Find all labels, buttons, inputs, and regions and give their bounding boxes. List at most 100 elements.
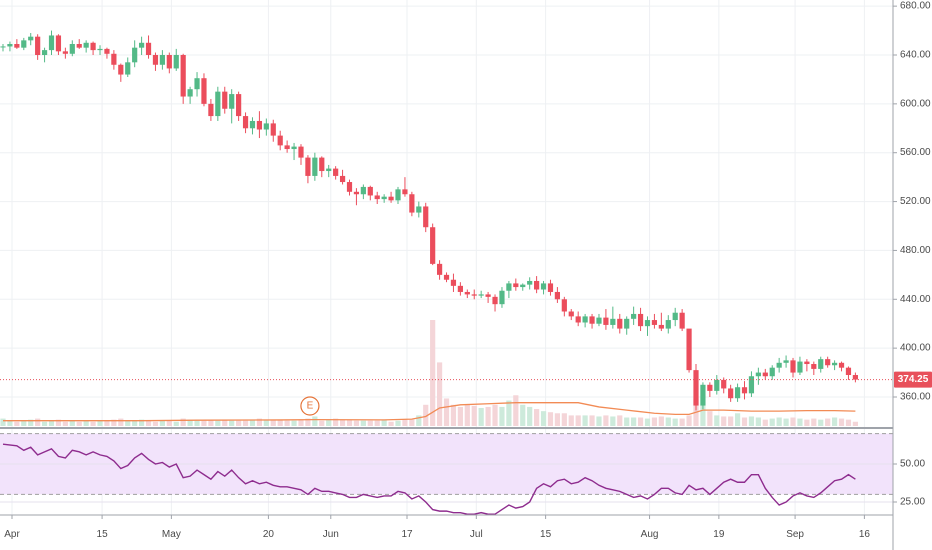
candle-body <box>693 370 699 406</box>
volume-bar <box>506 400 512 426</box>
earnings-marker[interactable]: E <box>300 396 320 416</box>
time-tick-label: 20 <box>263 529 275 540</box>
volume-bar <box>478 407 484 426</box>
price-tick-label: 400.00 <box>900 343 931 354</box>
rsi-axis[interactable]: 50.00 25.00 <box>893 459 925 508</box>
volume-bar <box>62 421 68 426</box>
volume-bar <box>547 412 554 426</box>
volume-bar <box>236 420 242 426</box>
time-axis[interactable]: Apr 15 May 20 Jun 17 Jul 15 Aug 19 Sep 16 <box>4 515 870 540</box>
candle-body <box>55 35 62 52</box>
volume-bar <box>187 419 193 426</box>
volume-bar <box>222 419 228 426</box>
candle-body <box>658 324 664 329</box>
volume-bar <box>762 419 768 426</box>
candle-body <box>229 94 235 109</box>
candle-body <box>832 362 838 366</box>
volume-bar <box>561 413 567 426</box>
candle-body <box>374 195 380 200</box>
volume-bar <box>208 419 214 426</box>
candle-body <box>450 279 457 286</box>
volume-bar <box>776 417 782 426</box>
candle-body <box>637 313 644 327</box>
candle-body <box>672 312 678 321</box>
candle-body <box>651 320 658 325</box>
candle-body <box>104 48 110 54</box>
candle-body <box>520 284 526 288</box>
volume-bar <box>111 419 117 426</box>
candle-body <box>353 191 360 195</box>
time-tick-label: Sep <box>786 529 804 540</box>
volume-bar <box>180 418 186 426</box>
candle-body <box>48 35 55 51</box>
candle-body <box>527 280 533 285</box>
volume-bar <box>430 320 436 426</box>
volume-bar <box>118 418 124 426</box>
volume-bar <box>28 419 34 426</box>
volume-bar <box>374 420 380 426</box>
candle-body <box>166 55 172 69</box>
volume-bar <box>48 420 55 426</box>
volume-bar <box>277 419 283 426</box>
candle-body <box>762 372 768 377</box>
volume-bar <box>90 421 96 426</box>
volume-bar <box>471 405 477 426</box>
candle-body <box>485 294 491 297</box>
volume-bar <box>41 421 48 426</box>
price-axis[interactable]: 680.00 640.00 600.00 560.00 520.00 480.00 440.… <box>893 1 931 403</box>
candle-body <box>69 44 75 54</box>
volume-bar <box>339 419 346 426</box>
volume-bar <box>832 417 838 426</box>
candle-body <box>818 359 824 369</box>
candle-body <box>416 206 422 213</box>
candle-body <box>728 388 734 399</box>
volume-bar <box>409 419 415 426</box>
volume-bar <box>658 416 664 426</box>
volume-bar <box>166 420 172 426</box>
volume-bar <box>145 420 152 426</box>
volume-bar <box>360 420 366 426</box>
candle-body <box>319 157 325 172</box>
time-tick-label: 15 <box>540 529 552 540</box>
candle-body <box>312 157 318 176</box>
candle-body <box>291 146 297 150</box>
rsi-tick-label: 50.00 <box>900 459 925 470</box>
volume-bar <box>582 415 588 426</box>
volume-bar <box>568 415 574 426</box>
time-tick-label: Jul <box>470 529 483 540</box>
candle-body <box>471 294 477 296</box>
volume-bar <box>291 420 297 426</box>
candle-body <box>263 123 269 130</box>
volume-bar <box>416 415 422 426</box>
time-tick-label: 17 <box>401 529 413 540</box>
candle-body <box>222 91 228 109</box>
candle-body <box>644 320 651 327</box>
volume-bar <box>804 419 810 426</box>
candle-body <box>755 372 761 377</box>
volume-bar <box>436 362 443 426</box>
candle-body <box>513 283 519 288</box>
candle-body <box>395 189 401 201</box>
volume-bar <box>790 417 796 426</box>
earnings-marker-circle[interactable] <box>300 396 320 416</box>
volume-bar <box>714 415 720 426</box>
volume-bar <box>201 420 207 426</box>
last-price-badge-box <box>894 371 932 388</box>
candle-body <box>499 290 505 305</box>
volume-bar <box>797 418 803 426</box>
candle-body <box>215 91 221 117</box>
volume-bar <box>769 418 775 426</box>
volume-bar <box>734 413 741 426</box>
volume-bar <box>152 421 159 426</box>
volume-bar <box>21 420 27 426</box>
candle-body <box>139 42 145 48</box>
candle-body <box>617 318 623 329</box>
rsi-grid <box>0 463 893 503</box>
price-tick-label: 520.00 <box>900 196 931 207</box>
candle-body <box>825 359 831 366</box>
candle-body <box>180 55 186 97</box>
candle-body <box>845 367 852 376</box>
candle-body <box>430 227 436 264</box>
candle-body <box>125 62 131 75</box>
